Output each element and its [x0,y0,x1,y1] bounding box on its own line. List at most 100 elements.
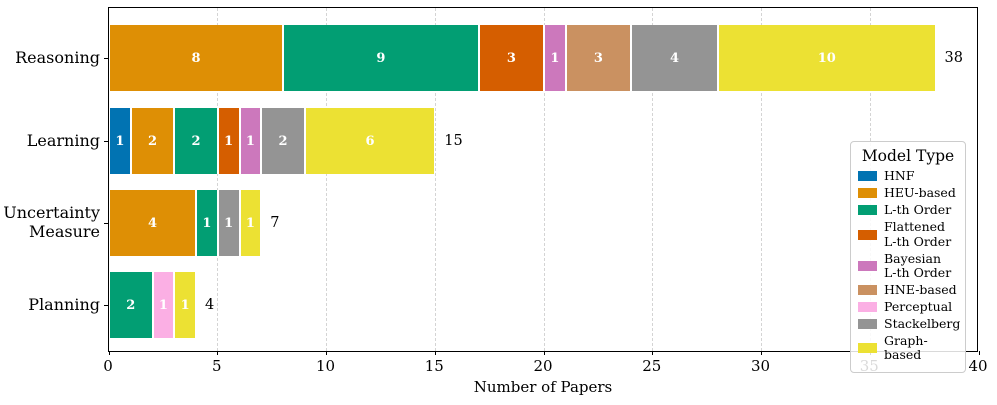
segment-value-label: 2 [147,133,158,149]
segment-value-label: 1 [550,50,560,66]
segment-value-label: 8 [191,50,201,66]
gridline [326,8,327,351]
legend-item: HEU-based [858,185,958,200]
legend-swatch [858,302,877,313]
x-axis-tick-label: 0 [103,357,113,375]
bar-segment: 1 [152,272,175,338]
plot-area: 8 9 3 1 3 4 10 38 1 2 2 1 1 2 6 15 4 1 1 1 7 2 1 1 4 [104,7,980,355]
legend-swatch [858,188,877,199]
segment-value-label: 6 [365,133,375,149]
gridline [217,8,219,351]
x-axis-title: Number of Papers [473,378,613,396]
y-axis-category-label: Reasoning [15,47,100,67]
legend-swatch [858,229,877,240]
x-axis-tick [543,351,545,355]
legend-label: HNE-based [884,281,957,297]
legend-swatch [858,205,877,216]
bar-row: 8 9 3 1 3 4 10 38 [109,25,963,91]
y-axis-category-label: Planning [28,294,100,314]
bar-segment: 1 [239,108,262,174]
legend-item: Graph-based [858,334,958,362]
bar-segment: 4 [109,190,196,256]
y-axis-tick [104,140,108,142]
x-axis-tick-label: 10 [315,357,336,375]
bar-segment: 3 [478,25,544,91]
legend-title: Model Type [861,147,955,165]
x-axis-tick [434,351,436,355]
segment-value-label: 1 [245,215,255,231]
segment-value-label: 10 [817,50,836,66]
gridline [652,8,654,351]
bar-row: 1 2 2 1 1 2 6 15 [109,108,463,174]
legend-label: Graph-based [884,333,928,363]
legend-item: HNE-based [858,281,958,297]
legend-label: Stackelberg [884,316,961,332]
legend-items: HNF HEU-based L-th Order Flattened L-th Ord… [858,168,961,363]
legend-swatch [858,171,877,182]
segment-value-label: 1 [202,215,212,231]
x-axis-tick-label: 5 [211,357,222,375]
legend-item: Perceptual [858,299,958,314]
legend-item: HNF [858,168,958,183]
legend-label: Bayesian L-th Order [884,250,952,280]
bar-total-label: 4 [205,297,215,313]
legend-label: HNF [884,168,915,183]
legend-label: L-th Order [884,202,952,218]
bar-segment: 1 [217,190,240,256]
gridline [543,8,545,351]
legend-item: Flattened L-th Order [858,220,958,248]
bar-segment: 2 [174,108,218,174]
legend-label: Perceptual [884,299,953,314]
bar-segment: 2 [109,272,153,338]
segment-value-label: 3 [506,50,516,66]
y-axis-tick [104,57,108,59]
legend-swatch [858,319,877,330]
bar-segment: 8 [109,25,283,91]
bar-total-label: 38 [944,50,963,66]
legend-swatch [858,343,877,354]
x-axis-tick [326,351,327,355]
x-axis-tick [761,351,762,355]
legend-swatch [858,260,877,271]
bar-segment: 1 [109,108,131,174]
bar-segment: 2 [261,108,305,174]
legend: Model Type HNF HEU-based L-th Order Flatten… [850,141,966,373]
bar-segment: 9 [283,25,479,91]
y-axis-tick [104,222,108,224]
bar-segment: 1 [174,272,196,338]
x-axis-tick [108,351,110,355]
bar-segment: 1 [239,190,262,256]
x-axis-tick-label: 15 [424,357,444,375]
segment-value-label: 1 [158,297,168,313]
bar-total-label: 15 [444,133,463,149]
gridline [761,8,762,351]
x-axis-tick [652,351,654,355]
segment-value-label: 1 [245,133,255,149]
x-axis-tick-label: 30 [750,357,771,375]
segment-value-label: 4 [669,50,680,66]
legend-item: L-th Order [858,203,958,217]
y-axis-category-label: Learning [26,130,100,150]
x-axis-tick-label: 25 [642,357,662,375]
bar-segment: 10 [718,25,936,91]
segment-value-label: 1 [115,133,125,149]
bar-segment: 6 [304,108,436,174]
y-axis-category-label: Uncertainty Measure [3,203,100,241]
bar-segment: 2 [130,108,175,174]
segment-value-label: 9 [376,50,386,66]
x-axis-tick-label: 40 [968,357,988,375]
bar-segment: 4 [631,25,718,91]
segment-value-label: 2 [191,133,201,149]
segment-value-label: 3 [593,50,603,66]
y-axis-tick [104,304,108,306]
segment-value-label: 2 [126,297,136,313]
legend-label: Flattened L-th Order [884,219,952,249]
bar-segment: 1 [217,108,240,174]
bar-segment: 3 [565,25,631,91]
gridline [434,8,436,351]
segment-value-label: 1 [224,215,234,231]
x-axis-tick-label: 20 [533,357,553,375]
